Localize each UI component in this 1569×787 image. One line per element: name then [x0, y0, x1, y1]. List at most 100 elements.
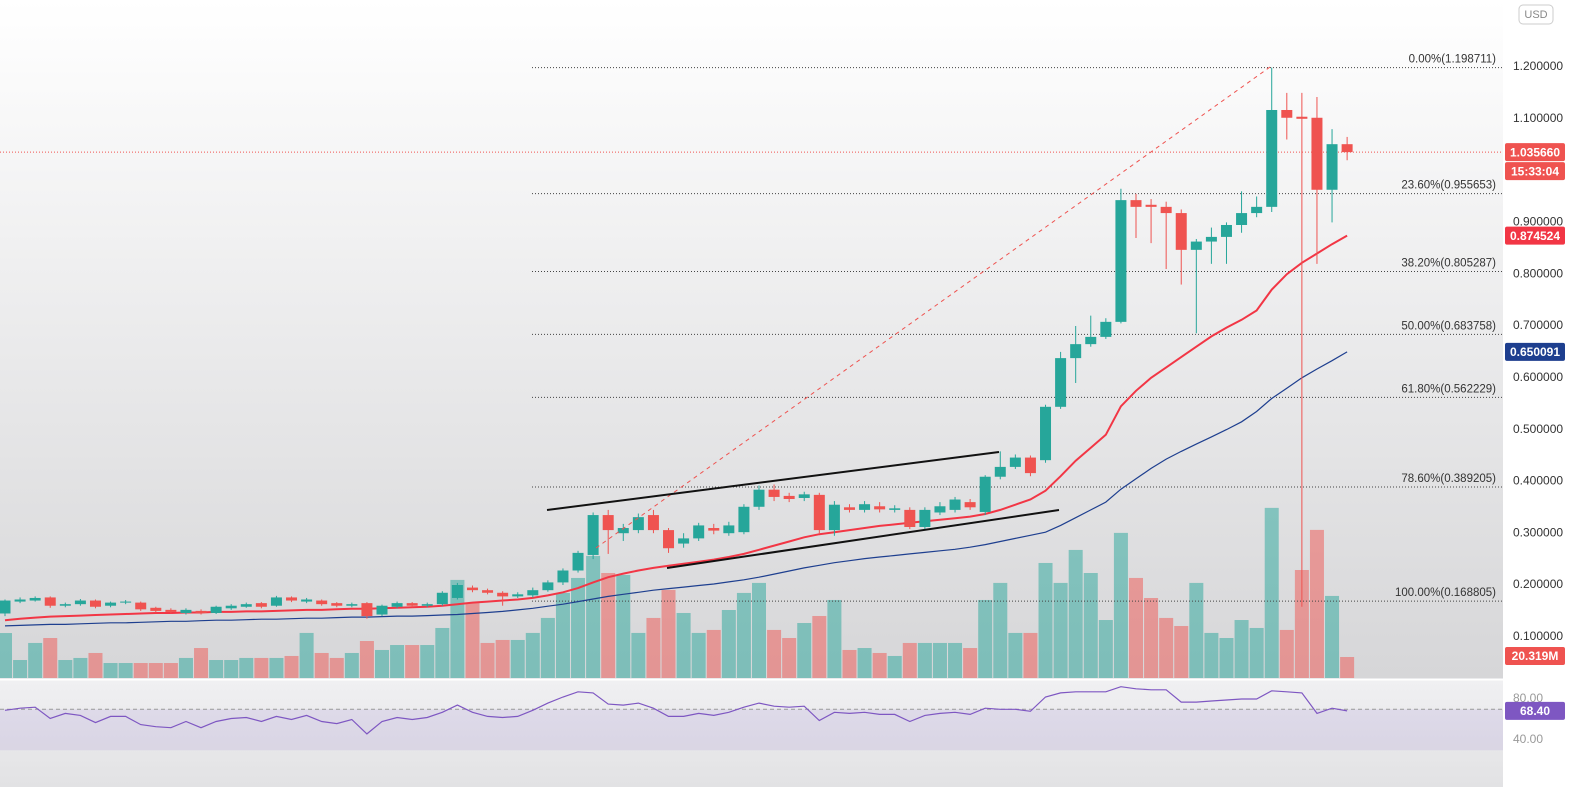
volume-bar	[405, 645, 420, 678]
rsi-value-label: 68.40	[1520, 704, 1550, 718]
candle-body	[602, 515, 614, 531]
candle-body	[693, 525, 705, 539]
volume-value-label-box	[1505, 646, 1565, 665]
candle-body	[632, 517, 644, 531]
candle-body	[859, 504, 871, 510]
candle-body	[195, 610, 207, 613]
volume-bar	[1279, 629, 1294, 678]
candle-body	[1236, 213, 1248, 225]
candle-body	[753, 489, 765, 507]
fib-level-label: 0.00%(1.198711)	[1409, 54, 1497, 66]
fib-level-label: 23.60%(0.955653)	[1401, 180, 1496, 192]
volume-bar	[978, 599, 993, 678]
candle-body	[512, 594, 524, 597]
candle-body	[44, 597, 56, 606]
volume-bar	[1325, 595, 1340, 678]
candle-body	[738, 506, 750, 533]
volume-bar	[797, 623, 812, 678]
candle-body	[828, 504, 840, 531]
candle-body	[1220, 224, 1232, 237]
candle-body	[210, 606, 222, 613]
candle-body	[1085, 336, 1097, 345]
volume-bar	[676, 612, 691, 678]
candle-body	[301, 599, 313, 602]
volume-bar	[1023, 632, 1038, 678]
candle-body	[874, 506, 886, 510]
trend-line	[546, 451, 1000, 511]
candle-body	[617, 528, 629, 534]
volume-bar	[646, 617, 661, 678]
currency-label[interactable]: USD	[1524, 9, 1547, 21]
candle-body	[240, 604, 252, 607]
volume-bar	[269, 657, 284, 678]
volume-bar	[1204, 632, 1219, 678]
volume-bar	[555, 592, 570, 678]
candle-body	[451, 585, 463, 598]
volume-bar	[782, 638, 797, 678]
volume-bar	[887, 655, 902, 678]
last-price-label: 1.035660	[1510, 145, 1560, 159]
volume-bar	[299, 632, 314, 678]
ema-value-label: 0.874524	[1510, 229, 1560, 243]
volume-bar	[586, 555, 601, 678]
volume-bar	[148, 663, 163, 678]
candle-body	[1130, 200, 1142, 207]
volume-bar	[73, 657, 88, 678]
candle-body	[798, 494, 810, 498]
candle-body	[813, 494, 825, 531]
fib-level-label: 100.00%(0.168805)	[1395, 587, 1496, 599]
volume-bar	[510, 639, 525, 678]
volume-bar	[616, 574, 631, 678]
drawings	[546, 66, 1271, 569]
volume-bar	[465, 602, 480, 678]
volume-bar	[706, 629, 721, 678]
candle-body	[979, 476, 991, 512]
volume-bar	[872, 652, 887, 678]
ema-line	[4, 351, 1348, 627]
candle-body	[391, 603, 403, 607]
volume-bar	[359, 640, 374, 678]
fib-level-label: 61.80%(0.562229)	[1401, 383, 1496, 395]
volume-bar	[178, 657, 193, 678]
candle-body	[994, 466, 1006, 477]
axis-labels: 80.00 40.00 0.100000 0.200000 0.300000 0.4000…	[1505, 59, 1565, 746]
volume-bar	[239, 657, 254, 678]
y-tick-label: 0.100000	[1513, 629, 1563, 643]
volume-bar	[420, 645, 435, 678]
price-pane	[0, 0, 1503, 679]
candle-body	[1311, 117, 1323, 190]
candle-body	[316, 600, 328, 605]
volume-bar	[284, 655, 299, 678]
candle-body	[1296, 116, 1308, 119]
countdown-label: 15:33:04	[1511, 164, 1559, 178]
candle-body	[1145, 204, 1157, 207]
candle-body	[346, 604, 358, 606]
candle-body	[723, 525, 735, 534]
candle-body	[1175, 213, 1187, 250]
volume-bar	[1249, 627, 1264, 678]
volume-bar	[1053, 582, 1068, 678]
currency-button[interactable]	[1518, 4, 1554, 25]
volume-bar	[752, 582, 766, 678]
volume-bar	[691, 632, 706, 678]
volume-bar	[661, 589, 676, 678]
volume-bar	[1038, 562, 1053, 678]
candle-body	[1024, 457, 1036, 474]
volume-bar	[1219, 638, 1234, 678]
volume-bar	[0, 633, 12, 678]
volume-bar	[1098, 620, 1113, 678]
volume-bar	[932, 642, 947, 678]
candle-body	[1055, 358, 1067, 407]
y-tick-label: 0.900000	[1513, 215, 1563, 229]
candle-body	[1040, 406, 1052, 461]
candle-body	[150, 607, 162, 611]
candle-body	[1205, 236, 1217, 242]
ema-value-label: 0.650091	[1510, 345, 1560, 359]
candle-body	[105, 602, 117, 606]
volume-bar	[1068, 549, 1083, 678]
volume-bar	[917, 642, 932, 678]
volume-bar	[314, 652, 329, 678]
volume-bar	[1294, 569, 1309, 678]
rsi-value-label-box	[1505, 701, 1565, 720]
volume-bar	[329, 657, 344, 678]
